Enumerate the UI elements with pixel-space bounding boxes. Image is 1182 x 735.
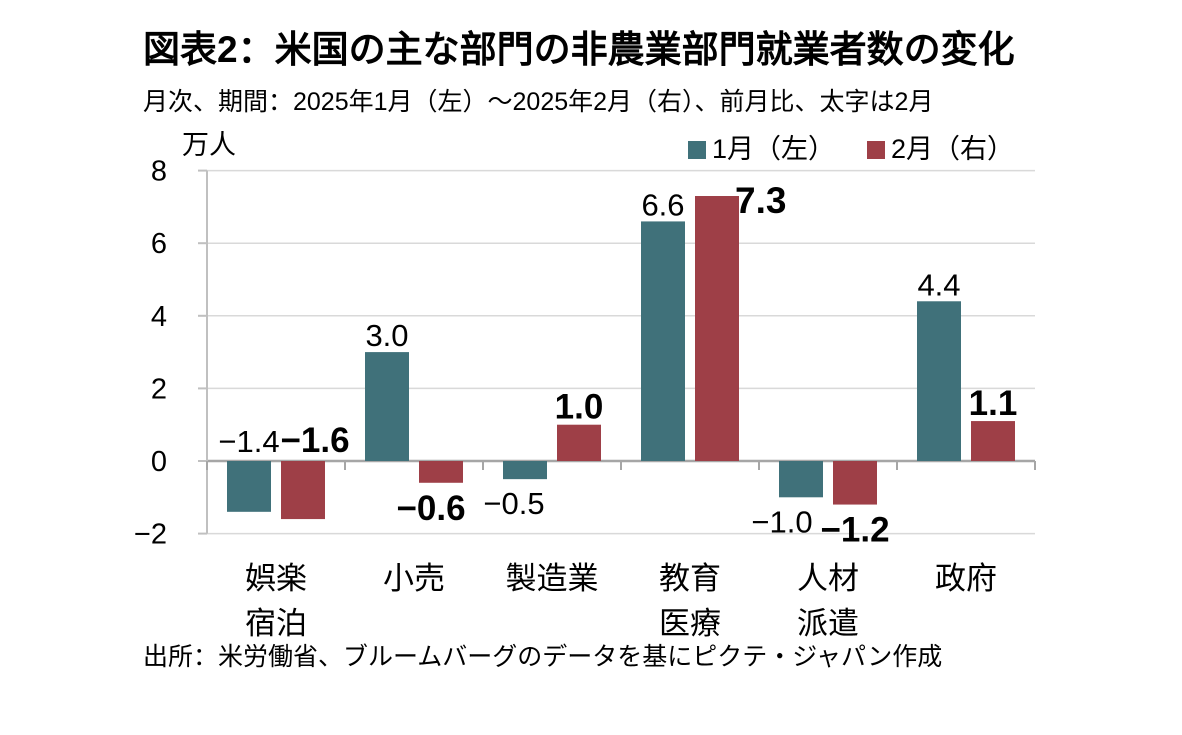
value-label-feb-1: −0.6	[396, 489, 465, 528]
bar-feb-4	[833, 461, 877, 505]
category-label-3: 教育	[659, 561, 721, 596]
legend-label-feb: 2月（右）	[891, 134, 1015, 164]
y-tick-label-4: 4	[151, 301, 167, 333]
category-label-0: 娯楽	[245, 561, 307, 596]
legend-label-jan: 1月（左）	[712, 134, 836, 164]
value-label-feb-3: 7.3	[735, 180, 786, 221]
bar-jan-5	[917, 301, 961, 461]
bar-jan-3	[641, 221, 685, 461]
chart-title: 図表2：米国の主な部門の非農業部門就業者数の変化	[143, 29, 1015, 70]
legend-item-jan: 1月（左）	[688, 136, 835, 163]
category-label-2: 製造業	[506, 561, 599, 596]
value-label-jan-0: −1.4	[218, 424, 279, 459]
y-tick-label-0: 0	[151, 446, 167, 478]
y-tick-label--2: −2	[134, 519, 167, 551]
value-label-feb-2: 1.0	[555, 388, 604, 427]
y-tick-label-2: 2	[151, 373, 167, 405]
legend-item-feb: 2月（右）	[867, 136, 1014, 163]
bar-feb-2	[557, 424, 601, 461]
chart-subtitle: 月次、期間：2025年1月（左）～2025年2月（右）、前月比、太字は2月	[143, 88, 934, 116]
legend-swatch-feb	[867, 140, 886, 159]
bar-feb-3	[695, 196, 739, 461]
bar-jan-0	[227, 461, 271, 512]
bar-feb-5	[971, 421, 1015, 461]
legend-swatch-jan	[688, 140, 706, 159]
legend: 1月（左） 2月（右）	[688, 136, 1014, 163]
category-label-0-line2: 宿泊	[245, 606, 307, 641]
category-label-3-line2: 医療	[659, 606, 721, 641]
category-label-4-line2: 派遣	[797, 606, 859, 641]
bar-feb-0	[281, 461, 325, 520]
value-label-jan-2: −0.5	[483, 486, 544, 521]
value-label-jan-4: −1.0	[751, 504, 812, 539]
bar-jan-1	[365, 352, 409, 461]
category-label-1: 小売	[383, 561, 445, 596]
value-label-jan-1: 3.0	[365, 318, 408, 353]
value-label-jan-3: 6.6	[641, 187, 684, 222]
y-tick-label-6: 6	[151, 228, 167, 260]
y-axis-unit-label: 万人	[182, 130, 236, 160]
value-label-feb-5: 1.1	[969, 384, 1018, 423]
value-label-jan-5: 4.4	[917, 267, 960, 302]
bar-feb-1	[419, 461, 463, 483]
bar-jan-2	[503, 461, 547, 480]
value-label-feb-0: −1.6	[280, 421, 349, 460]
y-tick-label-8: 8	[151, 156, 167, 188]
value-label-feb-4: −1.2	[820, 511, 889, 550]
bar-jan-4	[779, 461, 823, 498]
category-label-5: 政府	[935, 561, 997, 596]
source-note: 出所：米労働省、ブルームバーグのデータを基にピクテ・ジャパン作成	[143, 643, 943, 671]
category-label-4: 人材	[797, 561, 859, 596]
